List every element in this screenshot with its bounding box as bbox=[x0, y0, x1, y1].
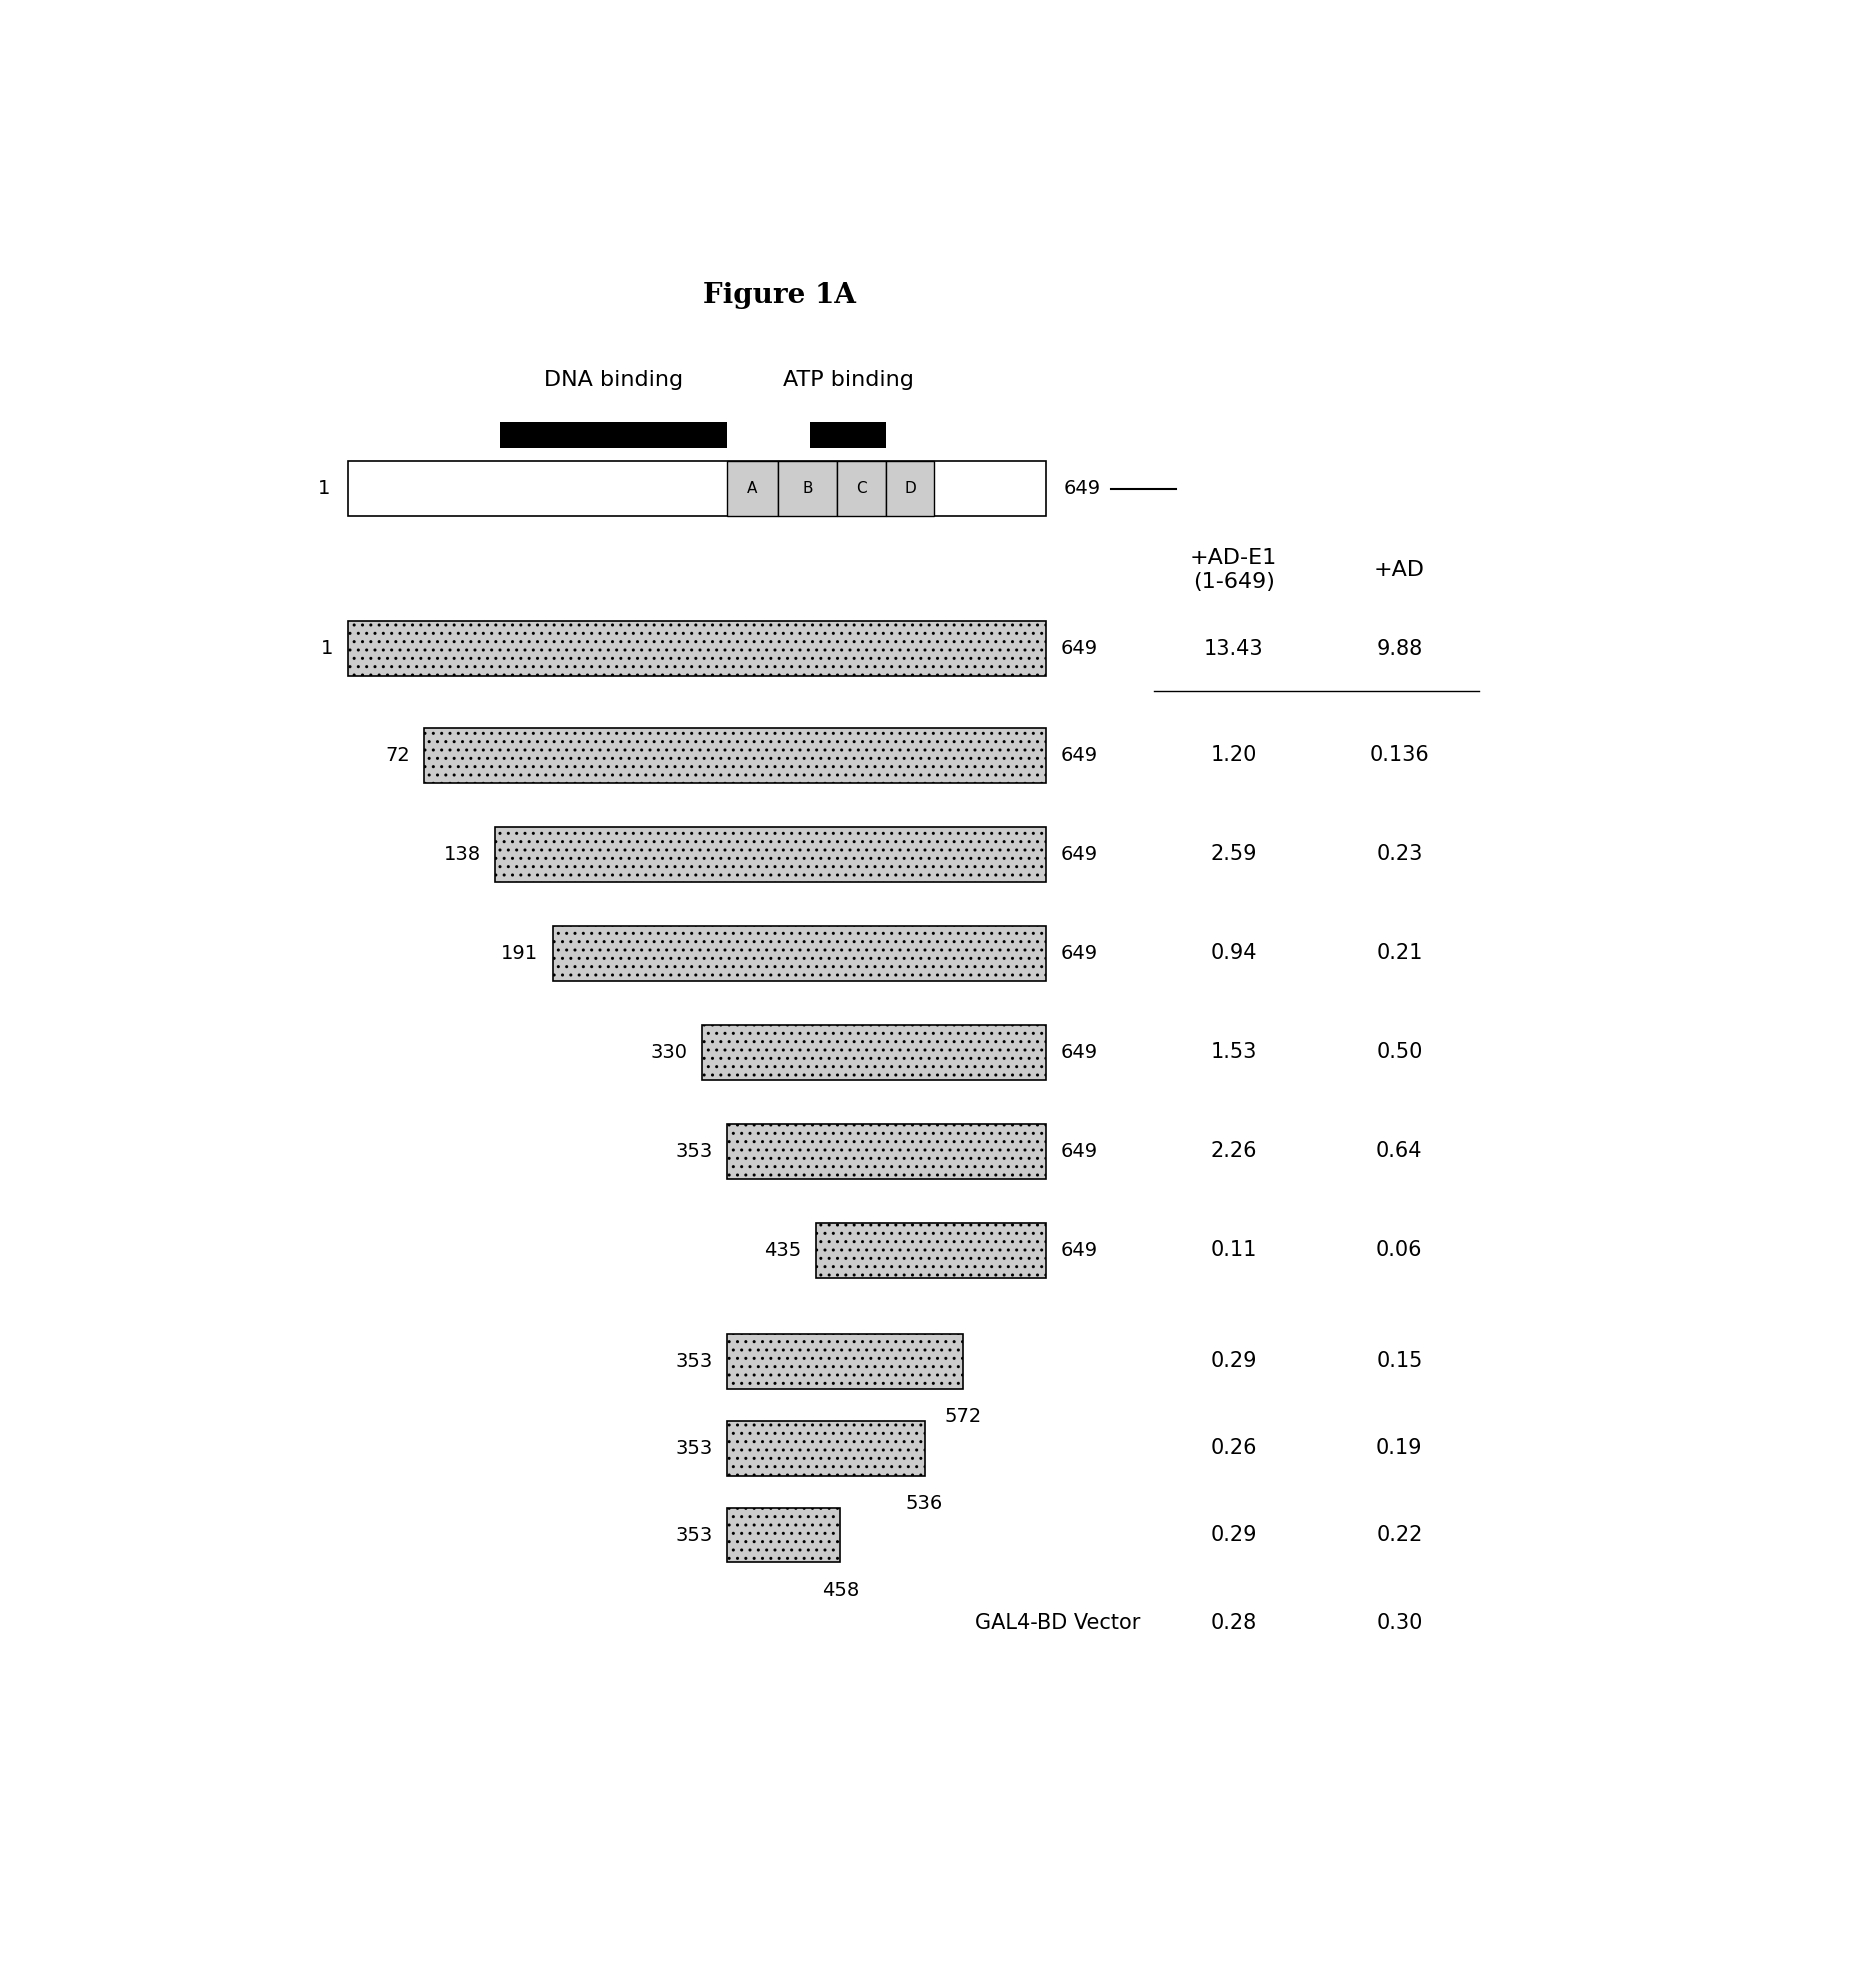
Text: 0.06: 0.06 bbox=[1376, 1240, 1422, 1260]
Text: 9.88: 9.88 bbox=[1376, 639, 1422, 659]
Text: 649: 649 bbox=[1061, 639, 1099, 659]
Bar bbox=[727, 1507, 840, 1563]
Text: 649: 649 bbox=[1063, 479, 1101, 498]
Text: 353: 353 bbox=[675, 1438, 712, 1458]
Text: 649: 649 bbox=[1061, 1240, 1099, 1260]
Bar bbox=[727, 1420, 924, 1476]
Text: 572: 572 bbox=[944, 1406, 982, 1426]
Text: 353: 353 bbox=[675, 1525, 712, 1545]
Text: 1.53: 1.53 bbox=[1210, 1042, 1257, 1062]
Text: 649: 649 bbox=[1061, 746, 1099, 765]
Text: 72: 72 bbox=[385, 746, 409, 765]
Text: 649: 649 bbox=[1061, 944, 1099, 963]
Bar bbox=[703, 1025, 1047, 1080]
Text: D: D bbox=[903, 481, 916, 496]
Bar bbox=[777, 461, 837, 516]
Bar bbox=[885, 461, 935, 516]
Text: 0.50: 0.50 bbox=[1376, 1042, 1422, 1062]
Text: 0.28: 0.28 bbox=[1210, 1614, 1257, 1634]
Text: B: B bbox=[803, 481, 812, 496]
Bar bbox=[816, 1222, 1047, 1278]
Bar bbox=[837, 461, 885, 516]
Text: ATP binding: ATP binding bbox=[783, 370, 913, 390]
Text: Figure 1A: Figure 1A bbox=[703, 281, 857, 309]
Text: 0.23: 0.23 bbox=[1376, 845, 1422, 864]
Text: 353: 353 bbox=[675, 1351, 712, 1371]
Text: 0.94: 0.94 bbox=[1210, 944, 1257, 963]
Text: +AD-E1: +AD-E1 bbox=[1190, 548, 1277, 568]
Text: 458: 458 bbox=[822, 1580, 859, 1600]
Text: 1: 1 bbox=[318, 479, 331, 498]
Text: 435: 435 bbox=[764, 1240, 801, 1260]
Bar bbox=[552, 926, 1047, 981]
Text: 1.20: 1.20 bbox=[1210, 746, 1257, 765]
Text: 0.136: 0.136 bbox=[1370, 746, 1430, 765]
Text: 138: 138 bbox=[444, 845, 481, 864]
Text: 0.15: 0.15 bbox=[1376, 1351, 1422, 1371]
Text: GAL4-BD Vector: GAL4-BD Vector bbox=[974, 1614, 1140, 1634]
Text: A: A bbox=[747, 481, 758, 496]
Bar bbox=[348, 461, 1047, 516]
Text: +AD: +AD bbox=[1374, 560, 1424, 580]
Text: (1-649): (1-649) bbox=[1193, 572, 1275, 591]
Text: 0.11: 0.11 bbox=[1210, 1240, 1257, 1260]
Text: 0.30: 0.30 bbox=[1376, 1614, 1422, 1634]
Bar bbox=[494, 827, 1047, 882]
Text: 2.59: 2.59 bbox=[1210, 845, 1257, 864]
Text: 0.26: 0.26 bbox=[1210, 1438, 1257, 1458]
Text: 191: 191 bbox=[500, 944, 537, 963]
Text: 0.64: 0.64 bbox=[1376, 1141, 1422, 1161]
Text: C: C bbox=[857, 481, 866, 496]
Bar bbox=[424, 728, 1047, 783]
Bar bbox=[500, 423, 727, 449]
Text: 0.29: 0.29 bbox=[1210, 1351, 1257, 1371]
Text: 0.19: 0.19 bbox=[1376, 1438, 1422, 1458]
Bar bbox=[727, 1124, 1047, 1179]
Text: 0.22: 0.22 bbox=[1376, 1525, 1422, 1545]
Bar bbox=[811, 423, 885, 449]
Bar bbox=[727, 1333, 963, 1389]
Text: 2.26: 2.26 bbox=[1210, 1141, 1257, 1161]
Text: 0.21: 0.21 bbox=[1376, 944, 1422, 963]
Text: 649: 649 bbox=[1061, 1042, 1099, 1062]
Text: DNA binding: DNA binding bbox=[545, 370, 682, 390]
Text: 1: 1 bbox=[322, 639, 333, 659]
Text: 0.29: 0.29 bbox=[1210, 1525, 1257, 1545]
Text: 536: 536 bbox=[905, 1493, 943, 1513]
Text: 13.43: 13.43 bbox=[1205, 639, 1264, 659]
Text: 330: 330 bbox=[651, 1042, 688, 1062]
Text: 649: 649 bbox=[1061, 845, 1099, 864]
Bar bbox=[727, 461, 777, 516]
Text: 649: 649 bbox=[1061, 1141, 1099, 1161]
Bar bbox=[348, 621, 1047, 676]
Text: 353: 353 bbox=[675, 1141, 712, 1161]
